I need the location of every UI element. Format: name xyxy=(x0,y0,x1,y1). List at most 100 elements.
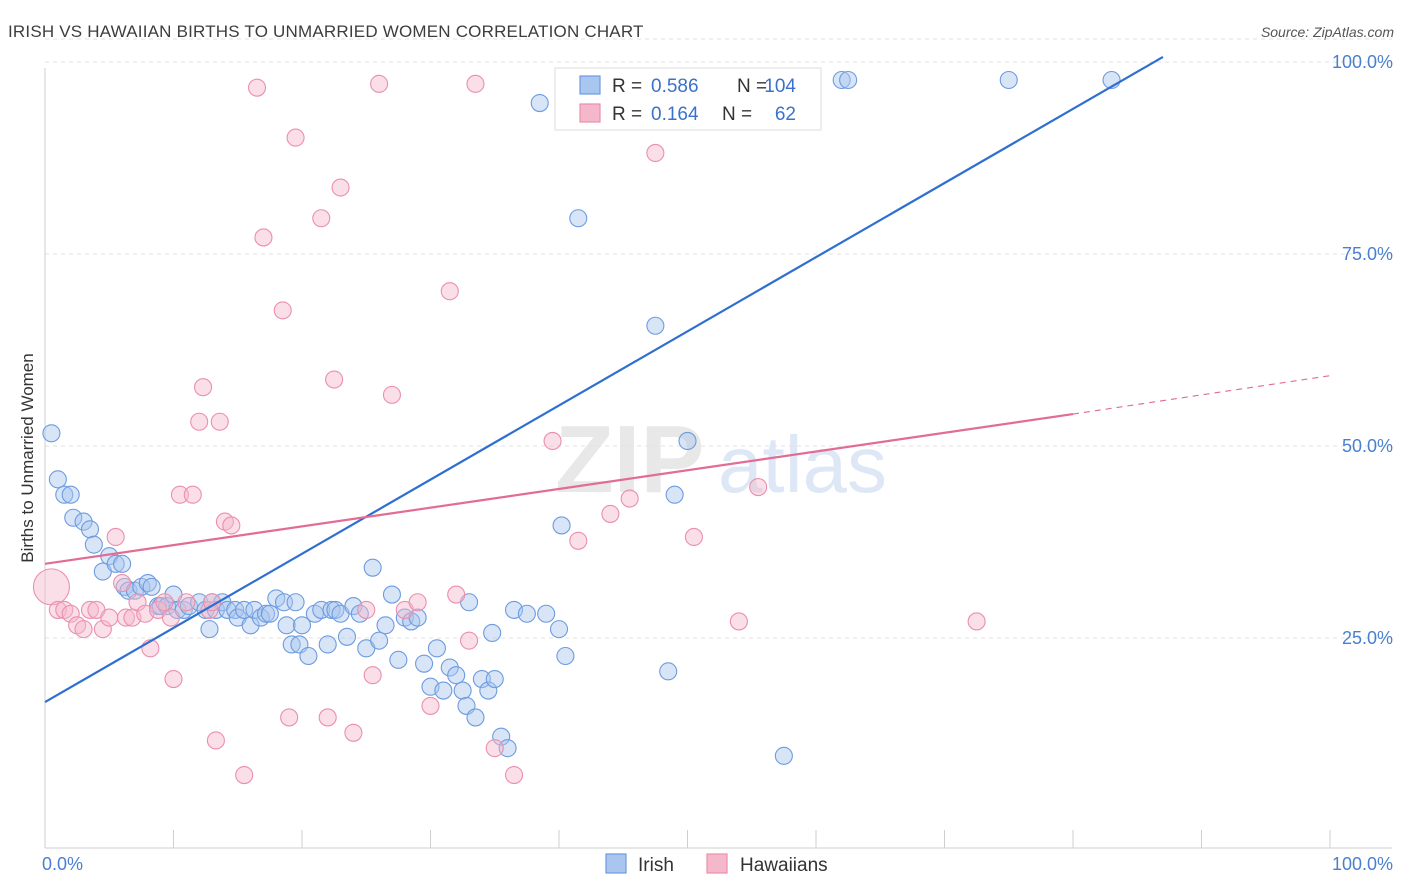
hawaiians-point xyxy=(729,612,748,631)
irish-point xyxy=(472,669,491,689)
hawaiians-point xyxy=(485,739,504,758)
irish-point xyxy=(492,727,511,746)
irish-point xyxy=(498,739,517,758)
irish-point xyxy=(549,620,569,639)
hawaiians-point xyxy=(318,708,337,727)
hawaiians-point xyxy=(100,608,119,627)
irish-point xyxy=(42,424,61,443)
irish-point xyxy=(363,558,382,577)
irish-point xyxy=(569,209,588,228)
irish-point xyxy=(479,681,498,700)
hawaiians-point xyxy=(161,608,180,627)
irish-point xyxy=(256,604,276,623)
irish-point xyxy=(106,554,125,573)
stats-box: R = 0.586 N = 104 R = 0.164 N = 62 xyxy=(554,67,822,131)
stats-irish-n-value: 104 xyxy=(764,76,796,97)
irish-point xyxy=(312,600,331,619)
legend-hawaiians-label: Hawaiians xyxy=(740,855,828,876)
hawaiians-point xyxy=(32,568,70,606)
hawaiians-point xyxy=(312,209,331,228)
hawaiians-point xyxy=(370,74,389,93)
hawaiians-point xyxy=(382,385,402,404)
hawaiians-trend-extension xyxy=(1072,375,1331,415)
chart-title: IRISH VS HAWAIIAN BIRTHS TO UNMARRIED WO… xyxy=(8,22,644,41)
irish-point xyxy=(999,70,1018,90)
hawaiians-point xyxy=(183,485,202,504)
hawaiians-point xyxy=(543,431,562,451)
irish-point xyxy=(665,485,684,504)
y-tick-label: 25.0% xyxy=(1342,628,1393,648)
hawaiians-point xyxy=(447,585,466,604)
irish-point xyxy=(318,635,337,654)
hawaiians-point xyxy=(749,477,768,497)
hawaiians-point xyxy=(203,593,222,612)
watermark-zip: ZIP xyxy=(555,406,704,513)
irish-point xyxy=(646,316,665,335)
irish-point xyxy=(200,620,219,639)
irish-point xyxy=(427,639,446,658)
stats-hawaiians-n-label: N = xyxy=(722,104,752,125)
hawaiians-point xyxy=(325,370,344,389)
irish-point xyxy=(80,520,100,539)
irish-point xyxy=(440,658,459,677)
hawaiians-point xyxy=(206,731,225,750)
irish-point xyxy=(277,616,296,635)
irish-point xyxy=(517,604,536,623)
irish-point xyxy=(389,650,408,669)
x-tick-label-max: 100.0% xyxy=(1332,854,1393,874)
hawaiians-point xyxy=(459,631,479,650)
legend-hawaiians-swatch xyxy=(706,853,728,874)
irish-point xyxy=(556,646,575,666)
hawaiians-point xyxy=(967,612,986,631)
irish-point xyxy=(483,623,502,643)
hawaiians-point xyxy=(155,593,174,612)
irish-point xyxy=(678,431,697,451)
hawaiians-point xyxy=(61,604,80,623)
legend-irish-label: Irish xyxy=(638,855,674,876)
hawaiians-point xyxy=(93,620,112,639)
watermark-atlas: atlas xyxy=(718,420,887,509)
hawaiians-point xyxy=(466,74,485,93)
grid xyxy=(45,38,1392,639)
irish-point xyxy=(48,470,67,489)
irish-point xyxy=(415,654,434,673)
y-axis-label: Births to Unmarried Women xyxy=(18,353,37,562)
irish-point xyxy=(453,681,472,700)
hawaiians-point xyxy=(190,412,209,431)
irish-point xyxy=(292,616,312,635)
irish-point xyxy=(537,604,556,623)
hawaiians-point xyxy=(620,489,639,508)
irish-point xyxy=(337,627,357,646)
stats-hawaiians-r-label: R = xyxy=(612,104,642,125)
hawaiians-point xyxy=(421,696,440,715)
hawaiians-point xyxy=(74,620,93,639)
hawaiians-trend-line xyxy=(44,412,1074,565)
hawaiians-point xyxy=(331,178,350,197)
stats-irish-r-label: R = xyxy=(612,76,642,97)
hawaiians-point xyxy=(363,666,382,685)
irish-point xyxy=(299,646,318,666)
hawaiians-point xyxy=(408,593,427,612)
hawaiians-point xyxy=(286,128,305,147)
y-tick-label: 100.0% xyxy=(1332,52,1393,72)
irish-point xyxy=(74,512,93,531)
hawaiians-point xyxy=(440,282,459,301)
hawaiians-point xyxy=(170,485,189,504)
hawaiians-point xyxy=(646,143,665,163)
irish-point xyxy=(286,593,305,612)
hawaiians-point xyxy=(601,504,620,523)
irish-point xyxy=(55,485,74,504)
hawaiians-point xyxy=(235,765,254,785)
hawaiians-point xyxy=(80,600,100,619)
irish-point xyxy=(245,600,264,619)
legend: Irish Hawaiians xyxy=(605,853,828,876)
watermark: ZIP atlas xyxy=(555,406,887,513)
hawaiians-point xyxy=(254,228,273,247)
hawaiians-point xyxy=(210,412,229,431)
hawaiians-point xyxy=(222,516,241,535)
hawaiians-point xyxy=(504,765,524,785)
y-tick-label: 50.0% xyxy=(1342,436,1393,456)
irish-point xyxy=(84,535,103,554)
hawaiians-points xyxy=(32,74,986,785)
hawaiians-point xyxy=(280,708,299,727)
